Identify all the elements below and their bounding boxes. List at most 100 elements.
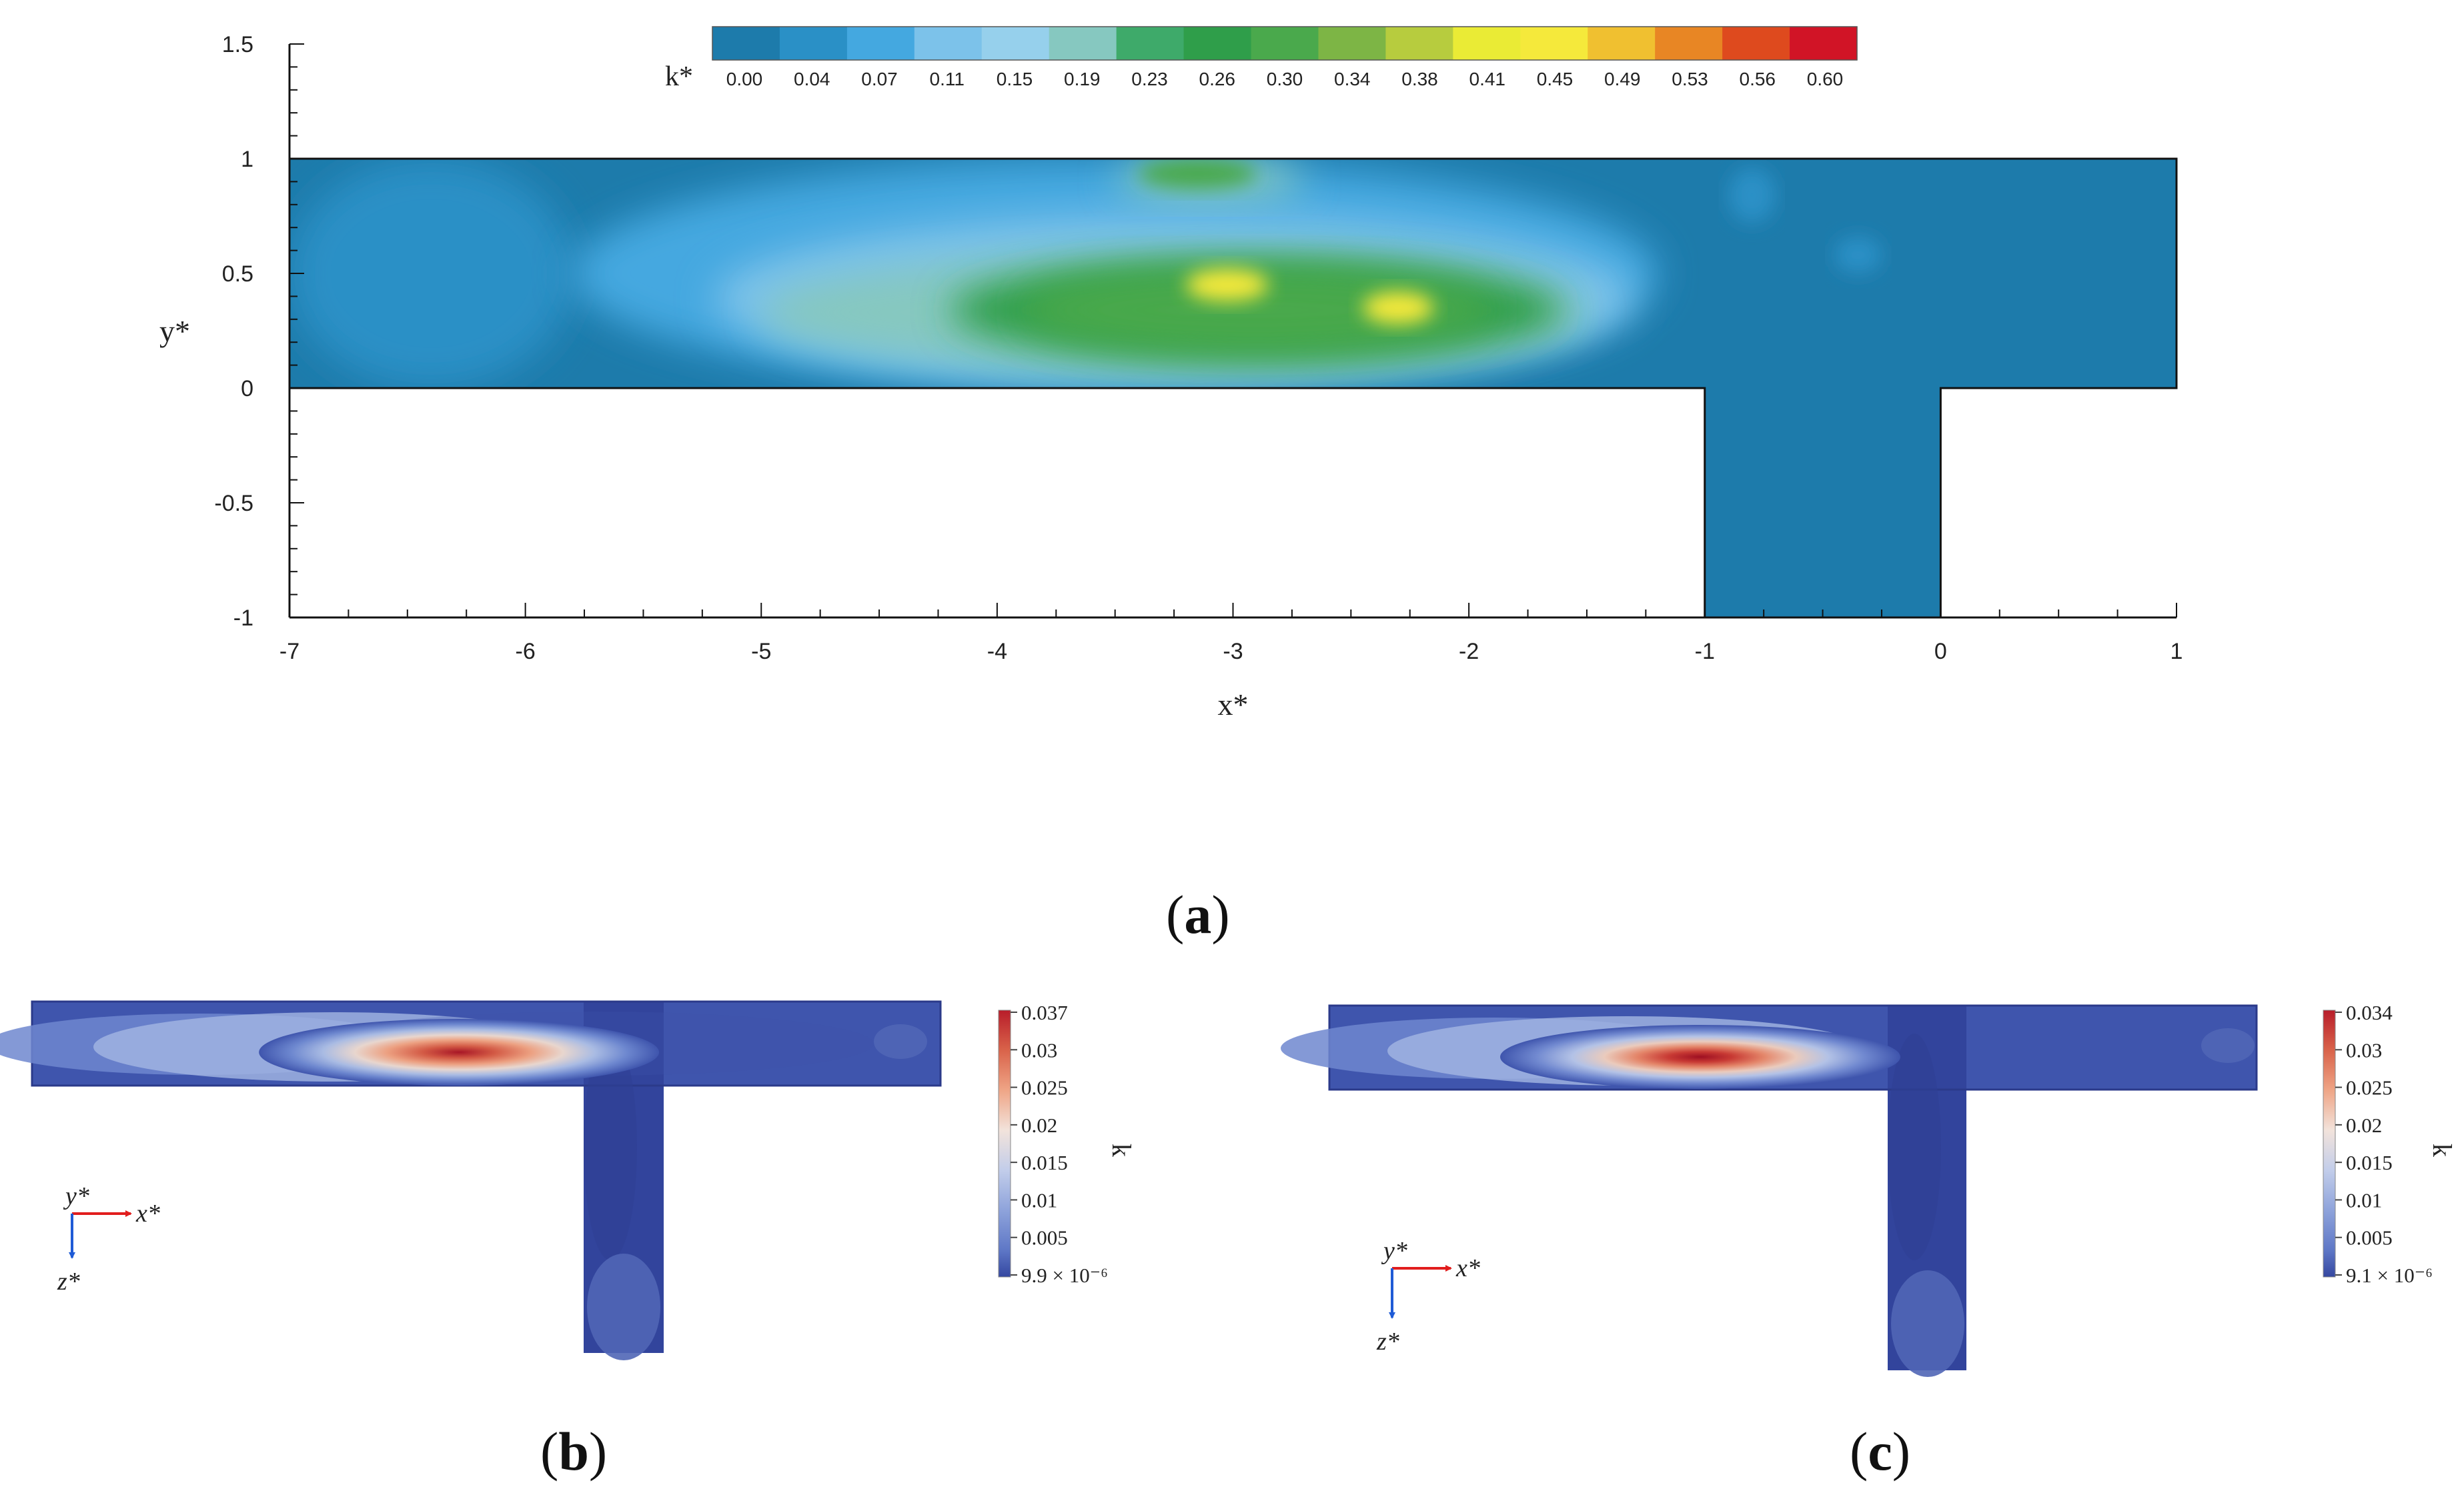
- panel-a-k-region: [289, 159, 573, 388]
- panel-a-x-tick-label: -3: [1223, 639, 1243, 664]
- panel-b-letter: b: [558, 1421, 589, 1482]
- panel-a-colorbar-tick: 0.11: [930, 69, 965, 89]
- panel-a-k-region: [1362, 291, 1434, 324]
- panel-c-colorbar-tick-label: 0.034: [2346, 1001, 2393, 1024]
- panel-b-colorbar-tick-label: 9.9 × 10⁻⁶: [1021, 1264, 1108, 1287]
- panel-a-y-tick-label: -0.5: [214, 491, 253, 516]
- panel-a-colorbar-tick: 0.34: [1334, 69, 1371, 89]
- panel-a-k-region: [1139, 159, 1257, 189]
- panel-a-colorbar-tick: 0.38: [1401, 69, 1438, 89]
- panel-c-label: (c): [1850, 1421, 1911, 1482]
- panel-a-x-tick-label: -5: [751, 639, 771, 664]
- panel-b-colorbar-tick-labels: 0.037 0.03 0.025 0.02 0.015 0.01 0.005 9.9 × 10…: [1011, 1001, 1108, 1287]
- panel-b-colorbar: [998, 1010, 1011, 1278]
- panel-a-colorbar-tick: 0.04: [794, 69, 830, 89]
- panel-b-colorbar-tick-label: 0.037: [1021, 1001, 1068, 1024]
- panel-c-colorbar: [2323, 1010, 2336, 1278]
- panel-b-simulation-contour: y* x* z* 0.037 0.03 0.025 0.02 0.015 0.01 0.00…: [0, 1000, 1137, 1360]
- panel-a-x-axis-label: x*: [1218, 687, 1249, 721]
- panel-a-x-tick-label: -4: [987, 639, 1007, 664]
- panel-a-x-tick-label: -6: [516, 639, 536, 664]
- panel-b-geometry: [0, 1000, 942, 1360]
- panel-a-colorbar-segment: [1588, 27, 1656, 60]
- panel-a-y-tick-label: 1.5: [222, 32, 253, 57]
- panel-a-x-tick-label: -2: [1459, 639, 1479, 664]
- panel-a-k-field: [288, 157, 2178, 619]
- panel-c-colorbar-tick-label: 0.005: [2346, 1226, 2393, 1250]
- panel-b-colorbar-label: k: [1107, 1144, 1137, 1157]
- panel-a-colorbar-segment: [1790, 27, 1858, 60]
- panel-a-y-tick-label: -1: [233, 605, 253, 631]
- panel-a-colorbar-segment: [1655, 27, 1723, 60]
- panel-a-colorbar-segment: [1116, 27, 1185, 60]
- panel-a-colorbar-label: k*: [665, 61, 693, 92]
- panel-a-colorbar-tick: 0.45: [1537, 69, 1574, 89]
- panel-a-k-region: [1021, 269, 1493, 351]
- panel-a-colorbar-tick: 0.49: [1604, 69, 1641, 89]
- panel-c-colorbar-tick-label: 0.03: [2346, 1038, 2382, 1062]
- panel-b-x-axis-triad-label: x*: [135, 1200, 160, 1228]
- panel-c-colorbar-tick-label: 9.1 × 10⁻⁶: [2346, 1264, 2433, 1287]
- panel-b-colorbar-tick-label: 0.015: [1021, 1151, 1068, 1174]
- panel-c-colorbar-tick-label: 0.02: [2346, 1114, 2382, 1137]
- panel-c-peak-region: [1500, 1025, 1900, 1089]
- panel-c-colorbar-tick-label: 0.01: [2346, 1188, 2382, 1212]
- panel-a-y-tick-labels: 1.5 1 0.5 0 -0.5 -1: [214, 32, 253, 631]
- panel-a-colorbar-segment: [1251, 27, 1319, 60]
- panel-a-colorbar: [712, 26, 1858, 61]
- panel-b-colorbar-tick-label: 0.01: [1021, 1188, 1057, 1212]
- panel-a-colorbar-segment: [1318, 27, 1387, 60]
- panel-a-colorbar-segment: [1453, 27, 1521, 60]
- panel-a-colorbar-tick: 0.56: [1740, 69, 1776, 89]
- panel-a-colorbar-segment: [1049, 27, 1117, 60]
- panel-b-label: (b): [540, 1421, 608, 1482]
- panel-a-colorbar-segment: [779, 27, 848, 60]
- panel-b-y-axis-triad-label: y*: [63, 1182, 89, 1210]
- panel-c-colorbar-tick-label: 0.025: [2346, 1076, 2393, 1100]
- panel-a-x-tick-labels: -7 -6 -5 -4 -3 -2 -1 0 1: [279, 639, 2183, 664]
- panel-b-colorbar-tick-label: 0.025: [1021, 1076, 1068, 1100]
- panel-c-y-axis-triad-label: y*: [1381, 1237, 1407, 1265]
- panel-c-colorbar-label: k: [2427, 1144, 2457, 1157]
- panel-a-colorbar-tick: 0.19: [1064, 69, 1101, 89]
- panel-a-colorbar-frame: [712, 26, 1858, 61]
- panel-a-colorbar-tick: 0.53: [1672, 69, 1708, 89]
- panel-a-colorbar-tick: 0.07: [861, 69, 898, 89]
- panel-a-label: (a): [1166, 884, 1230, 945]
- panel-a-axes: [288, 43, 2177, 619]
- panel-c-colorbar-tick-label: 0.015: [2346, 1151, 2393, 1174]
- panel-c-z-axis-triad-label: z*: [1376, 1328, 1399, 1356]
- panel-a-k-region: [1728, 167, 1776, 223]
- panel-a-colorbar-tick-labels: 0.00 0.04 0.07 0.11 0.15 0.19 0.23 0.26 0.30 0.34…: [726, 69, 1844, 89]
- panel-b-colorbar-tick-label: 0.02: [1021, 1114, 1057, 1137]
- panel-a-colorbar-tick: 0.60: [1807, 69, 1844, 89]
- panel-a-colorbar-segment: [981, 27, 1050, 60]
- panel-b-axis-triad: y* x* z*: [57, 1182, 160, 1296]
- panel-a-colorbar-tick: 0.41: [1469, 69, 1506, 89]
- panel-a-colorbar-segment: [1722, 27, 1790, 60]
- panel-a-k-region: [1185, 269, 1269, 301]
- panel-a-y-tick-label: 0: [241, 376, 253, 401]
- panel-b-z-axis-triad-label: z*: [57, 1268, 80, 1296]
- panel-a-colorbar-segment: [1520, 27, 1588, 60]
- panel-a-experimental-contour: k* 0.00 0.04 0.07 0.11 0.15 0.19 0.23 0.26 0.30 0…: [159, 26, 2183, 721]
- panel-a-colorbar-tick: 0.30: [1267, 69, 1303, 89]
- panel-a-y-axis-label: y*: [159, 314, 190, 348]
- panel-a-colorbar-tick: 0.23: [1131, 69, 1168, 89]
- panel-a-y-tick-label: 1: [241, 147, 253, 172]
- panel-a-colorbar-segment: [1183, 27, 1252, 60]
- panel-a-colorbar-tick: 0.26: [1199, 69, 1236, 89]
- panel-c-geometry: [1281, 1004, 2258, 1377]
- panel-a-x-tick-label: 1: [2171, 639, 2183, 664]
- panel-a-colorbar-segment: [1385, 27, 1453, 60]
- panel-c-colorbar-tick-labels: 0.034 0.03 0.025 0.02 0.015 0.01 0.005 9.1 × 10…: [2335, 1001, 2433, 1287]
- panel-c-letter: c: [1868, 1421, 1892, 1482]
- panel-b-colorbar-tick-label: 0.03: [1021, 1038, 1057, 1062]
- panel-a-colorbar-segment: [846, 27, 915, 60]
- panel-a-x-tick-label: -7: [279, 639, 299, 664]
- panel-a-letter: a: [1184, 884, 1212, 945]
- panel-b-peak-region: [259, 1019, 660, 1086]
- panel-b-colorbar-tick-label: 0.005: [1021, 1226, 1068, 1250]
- panel-c-simulation-contour: y* x* z* 0.034 0.03 0.025 0.02 0.015 0.01 0.00…: [1281, 1001, 2457, 1377]
